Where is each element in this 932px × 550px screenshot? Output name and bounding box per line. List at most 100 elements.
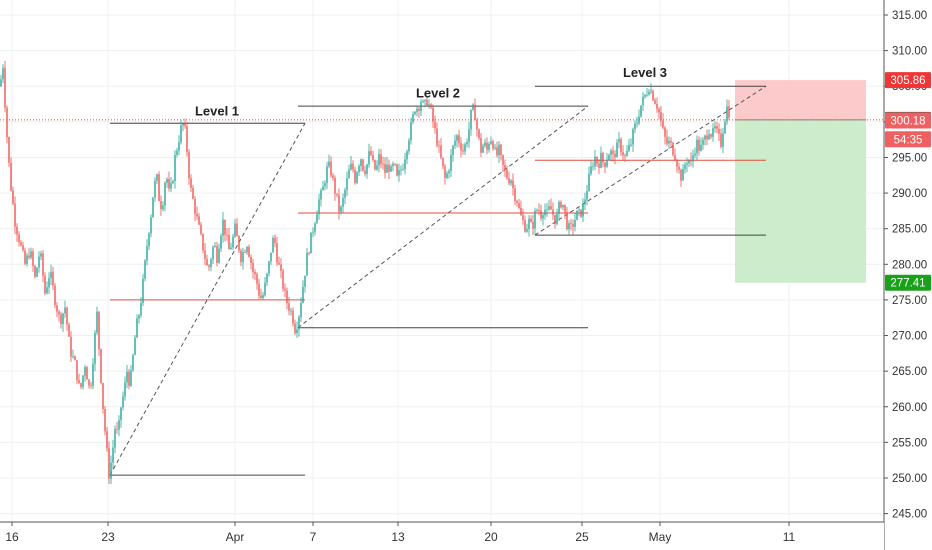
candle-body	[322, 186, 324, 191]
candle-body	[298, 317, 300, 330]
candle-body	[80, 383, 82, 387]
candle-body	[566, 212, 568, 230]
candle-body	[310, 232, 312, 254]
candle-body	[18, 234, 20, 243]
candle-body	[326, 166, 328, 184]
candle-body	[332, 175, 334, 178]
candle-body	[498, 144, 500, 156]
level-label: Level 1	[195, 103, 239, 118]
candle-body	[368, 151, 370, 165]
candle-body	[588, 174, 590, 192]
candle-body	[492, 141, 494, 149]
candle-body	[246, 246, 248, 253]
candle-body	[180, 125, 182, 143]
candle-body	[120, 407, 122, 421]
candle-body	[154, 180, 156, 198]
candle-body	[550, 206, 552, 210]
candle-body	[640, 105, 642, 117]
y-tick-label: 250.00	[892, 473, 927, 485]
candle-body	[48, 278, 50, 288]
candle-body	[548, 206, 550, 210]
candle-body	[390, 166, 392, 172]
candle-body	[600, 152, 602, 168]
candle-body	[32, 251, 34, 266]
candle-body	[6, 107, 8, 138]
candle-body	[216, 245, 218, 263]
candle-body	[258, 283, 260, 296]
candle-body	[260, 295, 262, 298]
candle-body	[622, 152, 624, 156]
candle-body	[702, 139, 704, 145]
candle-body	[130, 370, 132, 386]
candle-body	[536, 210, 538, 211]
trade-position-box[interactable]	[735, 80, 866, 283]
y-tick-label: 265.00	[892, 366, 927, 378]
candle-body	[212, 246, 214, 260]
candle-body	[472, 104, 474, 110]
y-tick-label: 310.00	[892, 46, 927, 58]
candle-body	[286, 290, 288, 304]
candle-body	[506, 169, 508, 179]
candle-body	[134, 337, 136, 355]
candle-body	[146, 246, 148, 261]
candle-body	[46, 287, 48, 294]
candle-body	[706, 135, 708, 140]
candle-body	[516, 201, 518, 204]
candle-body	[334, 177, 336, 194]
candle-body	[218, 248, 220, 263]
candle-body	[182, 123, 184, 126]
candle-body	[76, 360, 78, 381]
candle-body	[294, 323, 296, 334]
x-tick-label: 7	[310, 530, 317, 544]
candle-body	[62, 313, 64, 325]
candle-body	[254, 271, 256, 275]
y-tick-label: 245.00	[892, 509, 927, 521]
candle-body	[698, 139, 700, 151]
candle-body	[376, 165, 378, 170]
candle-body	[316, 214, 318, 224]
candle-body	[726, 106, 728, 122]
candle-body	[574, 220, 576, 227]
candle-body	[598, 163, 600, 168]
candle-body	[638, 116, 640, 124]
candle-body	[78, 380, 80, 384]
candle-body	[336, 193, 338, 196]
candle-body	[438, 145, 440, 147]
candle-body	[356, 172, 358, 183]
candle-body	[690, 160, 692, 162]
candle-body	[192, 187, 194, 199]
y-tick-label: 295.00	[892, 152, 927, 164]
candle-body	[624, 155, 626, 157]
candle-body	[248, 246, 250, 257]
candle-body	[538, 210, 540, 211]
candle-body	[226, 234, 228, 236]
candle-body	[204, 250, 206, 259]
candle-body	[546, 209, 548, 211]
y-tick-label: 315.00	[892, 10, 927, 22]
candle-body	[44, 275, 46, 294]
candle-body	[364, 170, 366, 174]
candle-body	[646, 94, 648, 96]
candle-body	[224, 219, 226, 235]
candle-body	[262, 295, 264, 298]
candle-body	[168, 178, 170, 189]
candle-body	[572, 224, 574, 227]
candle-body	[610, 150, 612, 156]
candle-body	[396, 164, 398, 176]
y-tick-label: 280.00	[892, 259, 927, 271]
level-label: Level 2	[416, 86, 460, 101]
price-tag-label: 300.18	[890, 116, 925, 128]
candle-body	[220, 235, 222, 249]
candle-body	[270, 252, 272, 262]
candle-body	[524, 220, 526, 232]
candle-body	[72, 356, 74, 358]
candle-body	[50, 271, 52, 279]
candle-body	[662, 120, 664, 128]
candle-body	[530, 218, 532, 222]
candle-body	[668, 140, 670, 144]
candle-body	[562, 204, 564, 208]
candle-body	[532, 221, 534, 229]
candle-body	[8, 137, 10, 163]
candle-body	[482, 145, 484, 153]
candle-body	[430, 104, 432, 108]
